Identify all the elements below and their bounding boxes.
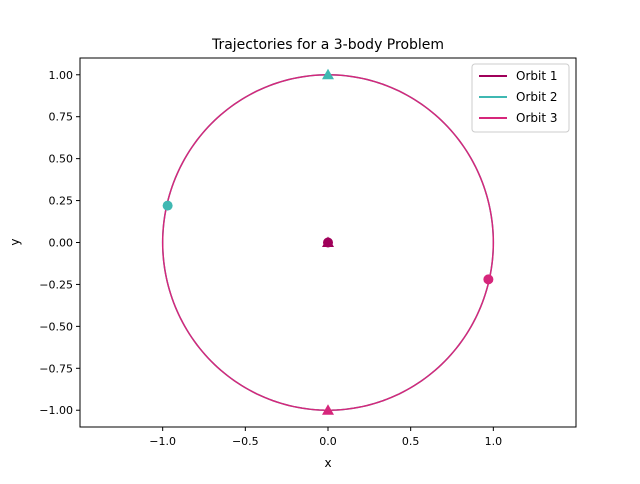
y-tick-label: 0.00 (49, 237, 74, 250)
y-tick-label: 0.50 (49, 153, 74, 166)
x-tick-label: 0.5 (402, 435, 420, 448)
legend-label-1: Orbit 1 (516, 69, 557, 83)
orbit-3-start-marker (483, 274, 494, 285)
y-tick-label: −0.50 (39, 320, 73, 333)
y-tick-label: −0.75 (39, 362, 73, 375)
y-tick-label: −1.00 (39, 404, 73, 417)
legend-label-3: Orbit 3 (516, 111, 557, 125)
x-tick-label: 0.0 (319, 435, 337, 448)
x-tick-label: 1.0 (485, 435, 503, 448)
x-tick-label: −0.5 (232, 435, 259, 448)
orbit-2-end-marker (322, 68, 334, 80)
chart-title: Trajectories for a 3-body Problem (211, 37, 444, 53)
x-tick-label: −1.0 (149, 435, 176, 448)
orbit-2-start-marker (162, 200, 173, 211)
y-axis: 1.00 0.75 0.50 0.25 0.00 −0.25 −0.50 −0.75 −1.00 (39, 69, 80, 417)
legend-label-2: Orbit 2 (516, 90, 557, 104)
orbit-1-start-marker (323, 237, 333, 248)
orbit-3-end-marker (322, 404, 334, 415)
y-tick-label: 0.25 (49, 195, 74, 208)
x-axis-label: x (324, 456, 331, 470)
legend-box (471, 63, 570, 133)
legend: Orbit 1 Orbit 2 Orbit 3 (471, 63, 570, 133)
x-axis: −1.0 −0.5 0.0 0.5 1.0 (149, 427, 502, 448)
y-tick-label: 1.00 (49, 69, 74, 82)
y-tick-label: 0.75 (49, 111, 74, 124)
series-layer (161, 74, 495, 411)
y-axis-label: y (8, 238, 22, 245)
orbit-line-3 (161, 74, 495, 411)
marker-layer (162, 68, 494, 415)
y-tick-label: −0.25 (39, 278, 73, 291)
